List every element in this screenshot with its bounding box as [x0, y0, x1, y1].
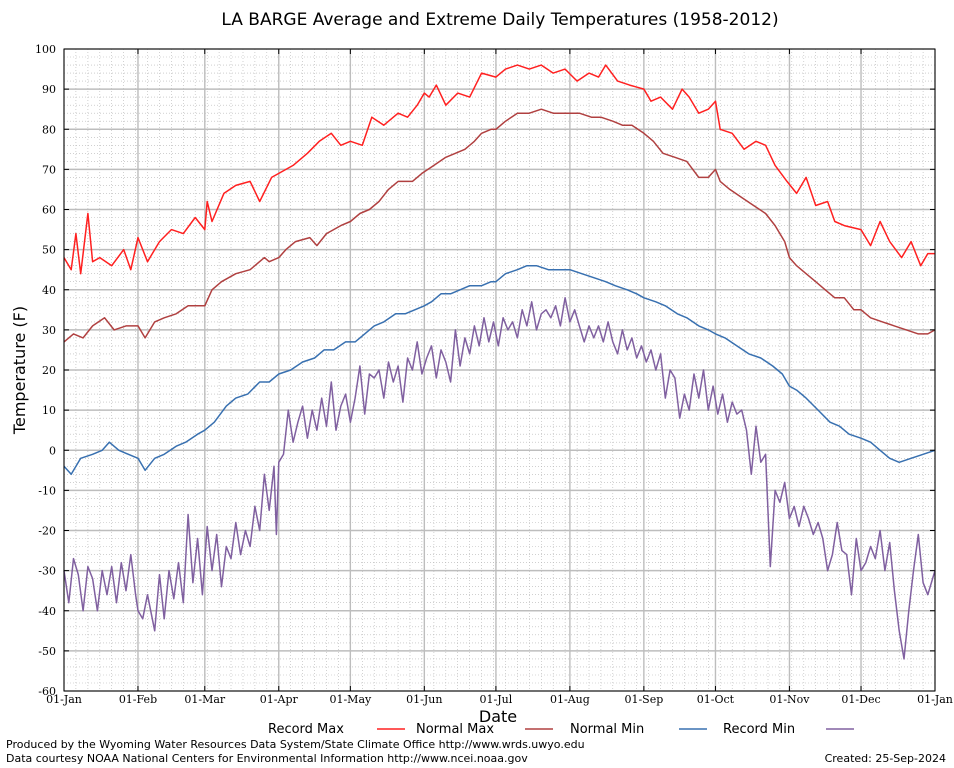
series-line-normal-max	[63, 108, 936, 343]
x-tick-label: 01-Jan	[917, 693, 953, 706]
x-tick-label: 01-Dec	[841, 693, 880, 706]
x-tick-label: 01-May	[329, 693, 372, 706]
legend-label-record-max: Record Max	[268, 722, 344, 737]
y-tick-label: 30	[42, 324, 56, 337]
y-tick-label: -20	[38, 525, 56, 538]
chart-title: LA BARGE Average and Extreme Daily Tempe…	[221, 10, 778, 30]
axes	[63, 48, 936, 692]
y-tick-label: 50	[42, 244, 56, 257]
x-tick-label: 01-Aug	[550, 693, 590, 706]
legend: Record Max Normal Max Normal Min Record Min	[268, 722, 854, 737]
x-tick-label: 01-Mar	[184, 693, 226, 706]
x-tick-label: 01-Apr	[260, 693, 299, 706]
y-tick-label: 0	[49, 444, 56, 457]
legend-label-normal-max: Normal Max	[416, 722, 494, 737]
x-tick-label: 01-Feb	[119, 693, 157, 706]
x-tick-label: 01-Jul	[480, 693, 513, 706]
y-tick-label: 80	[42, 123, 56, 136]
y-tick-label: 10	[42, 404, 56, 417]
y-tick-label: -40	[38, 605, 56, 618]
footer-produced-by: Produced by the Wyoming Water Resources …	[6, 738, 585, 751]
y-tick-label: -30	[38, 565, 56, 578]
y-tick-label: 90	[42, 83, 56, 96]
series-line-normal-min	[63, 264, 936, 476]
y-tick-label: -60	[38, 685, 56, 698]
y-tick-label: 60	[42, 204, 56, 217]
y-axis-label: Temperature (F)	[10, 306, 29, 435]
x-tick-label: 01-Sep	[624, 693, 663, 706]
y-tick-label: 70	[42, 163, 56, 176]
x-axis-label: Date	[479, 707, 517, 726]
x-tick-label: 01-Nov	[769, 693, 810, 706]
y-tick-label: -50	[38, 645, 56, 658]
y-tick-label: 20	[42, 364, 56, 377]
legend-label-normal-min: Normal Min	[570, 722, 644, 737]
series-layer	[63, 64, 936, 660]
y-tick-label: -10	[38, 484, 56, 497]
footer-data-courtesy: Data courtesy NOAA National Centers for …	[6, 752, 528, 765]
tick-labels: -60 -50 -40 -30 -20 -10 0 10 20 30 40 50 60 70 80 90 100…	[35, 43, 953, 706]
x-tick-label: 01-Oct	[697, 693, 735, 706]
series-line-record-max	[63, 64, 935, 275]
x-tick-label: 01-Jan	[46, 693, 82, 706]
legend-label-record-min: Record Min	[723, 722, 795, 737]
y-tick-label: 40	[42, 284, 56, 297]
footer-created-date: Created: 25-Sep-2024	[825, 752, 946, 765]
x-tick-label: 01-Jun	[406, 693, 442, 706]
series-line-record-min	[63, 297, 936, 660]
y-tick-label: 100	[35, 43, 56, 56]
